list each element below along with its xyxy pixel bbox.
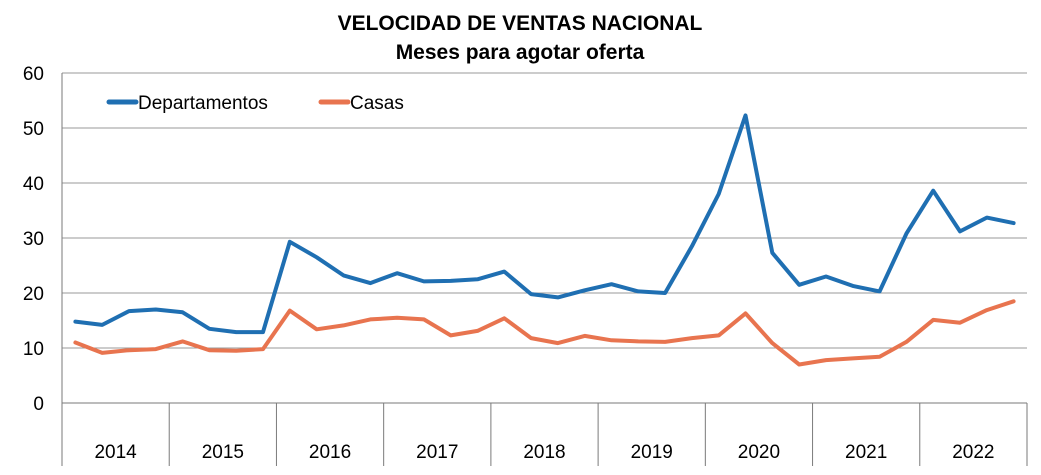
chart-subtitle: Meses para agotar oferta bbox=[396, 41, 645, 64]
y-tick-label: 0 bbox=[33, 394, 44, 415]
y-axis: 0 10 20 30 40 50 60 bbox=[23, 64, 63, 466]
legend: Departamentos Casas bbox=[106, 93, 404, 114]
series-line-departamentos bbox=[73, 113, 1016, 335]
y-tick-label: 60 bbox=[23, 64, 44, 85]
x-axis: 2014 2015 2016 2017 2018 2019 2020 2021 2022 bbox=[61, 402, 1028, 466]
x-tick-label: 2017 bbox=[416, 442, 458, 463]
y-tick-label: 50 bbox=[23, 119, 44, 140]
y-tick-label: 20 bbox=[23, 284, 44, 305]
series-lines bbox=[73, 113, 1016, 367]
legend-label-casas: Casas bbox=[350, 93, 404, 114]
x-tick-label: 2020 bbox=[738, 442, 780, 463]
x-tick-label: 2019 bbox=[631, 442, 673, 463]
y-tick-label: 10 bbox=[23, 339, 44, 360]
x-tick-label: 2018 bbox=[523, 442, 565, 463]
y-tick-label: 40 bbox=[23, 174, 44, 195]
chart-title: VELOCIDAD DE VENTAS NACIONAL bbox=[338, 12, 703, 35]
x-tick-label: 2014 bbox=[94, 442, 137, 463]
x-tick-label: 2022 bbox=[952, 442, 994, 463]
gridlines bbox=[62, 72, 1027, 349]
x-tick-label: 2015 bbox=[202, 442, 244, 463]
x-tick-label: 2016 bbox=[309, 442, 351, 463]
legend-label-departamentos: Departamentos bbox=[138, 93, 268, 114]
x-tick-label: 2021 bbox=[845, 442, 887, 463]
y-tick-label: 30 bbox=[23, 229, 44, 250]
series-line-casas bbox=[73, 299, 1016, 367]
